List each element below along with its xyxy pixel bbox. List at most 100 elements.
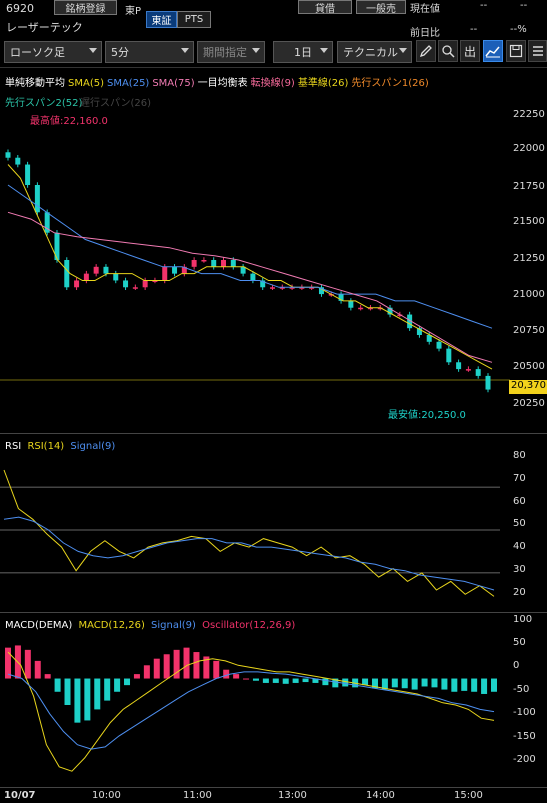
candle-body bbox=[103, 266, 109, 274]
candle-body bbox=[338, 294, 344, 301]
candle-body bbox=[299, 287, 305, 289]
candle-body bbox=[54, 232, 60, 260]
high-label: 最高値:22,160.0 bbox=[30, 116, 108, 127]
period-select[interactable]: 期間指定 bbox=[197, 41, 265, 63]
main-axis-label: 20750 bbox=[513, 325, 545, 336]
legend-item: 単純移動平均 bbox=[5, 78, 65, 89]
legend-item: SMA(75) bbox=[152, 78, 195, 89]
oscillator-bar bbox=[64, 678, 71, 705]
chevron-down-icon bbox=[252, 48, 260, 53]
main-chart-area[interactable] bbox=[0, 67, 547, 409]
pen-icon[interactable] bbox=[416, 40, 436, 62]
legend-span2: 先行スパン2(52) bbox=[5, 98, 83, 109]
rsi-panel[interactable] bbox=[0, 433, 547, 610]
chevron-down-icon bbox=[320, 48, 328, 53]
rsi-chart bbox=[0, 469, 500, 597]
days-value: 1日 bbox=[294, 46, 312, 59]
rsi-axis-label: 20 bbox=[513, 587, 526, 598]
candle-body bbox=[367, 307, 373, 310]
chevron-down-icon bbox=[181, 48, 189, 53]
candle-body bbox=[25, 164, 31, 185]
oscillator-bar bbox=[491, 678, 497, 692]
legend-item: 先行スパン1(26) bbox=[351, 78, 429, 89]
oscillator-bar bbox=[143, 665, 150, 679]
save-icon[interactable] bbox=[506, 40, 526, 62]
candle-body bbox=[74, 280, 80, 288]
current-price-label: 現在値 bbox=[410, 4, 440, 15]
oscillator-bar bbox=[183, 647, 190, 679]
current-price-extra: -- bbox=[520, 0, 528, 11]
oscillator-bar bbox=[411, 678, 418, 690]
macd-chart bbox=[5, 645, 497, 772]
lending-button[interactable]: 貸借 bbox=[298, 0, 352, 15]
main-axis-label: 22250 bbox=[513, 109, 545, 120]
zoom-icon[interactable] bbox=[438, 40, 458, 62]
time-label: 13:00 bbox=[278, 790, 307, 801]
tab-tse[interactable]: 東証 bbox=[146, 11, 177, 28]
candle-body bbox=[113, 273, 119, 281]
candle-body bbox=[83, 273, 89, 281]
oscillator-bar bbox=[193, 652, 200, 679]
main-axis-label: 22000 bbox=[513, 143, 545, 154]
register-button[interactable]: 銘柄登録 bbox=[54, 0, 117, 15]
oscillator-bar bbox=[262, 678, 269, 683]
macd-axis-label: 50 bbox=[513, 637, 526, 648]
candle-body bbox=[289, 287, 295, 289]
oscillator-bar bbox=[391, 678, 398, 688]
interval-select[interactable]: 5分 bbox=[105, 41, 194, 63]
oscillator-bar bbox=[431, 678, 438, 688]
candle-body bbox=[34, 185, 40, 213]
candle-body bbox=[260, 280, 266, 288]
candle-body bbox=[397, 314, 403, 317]
rsi-legend: RSI RSI(14) Signal(9) bbox=[5, 441, 118, 452]
chart-icon[interactable] bbox=[483, 40, 503, 62]
oscillator-bar bbox=[163, 654, 170, 679]
period-value: 期間指定 bbox=[203, 46, 247, 59]
main-axis-label: 21250 bbox=[513, 253, 545, 264]
candle-body bbox=[475, 369, 481, 376]
candle-body bbox=[407, 314, 413, 329]
candle-body bbox=[426, 335, 432, 342]
technical-button[interactable]: テクニカル bbox=[337, 41, 412, 63]
chart-type-value: ローソク足 bbox=[10, 46, 65, 59]
candle-body bbox=[318, 287, 324, 295]
rsi-axis-label: 80 bbox=[513, 450, 526, 461]
macd-axis-label: -100 bbox=[513, 707, 536, 718]
candle-body bbox=[172, 266, 178, 274]
exchange-short: 東P bbox=[125, 6, 142, 17]
oscillator-bar bbox=[342, 678, 349, 687]
time-label: 10:00 bbox=[92, 790, 121, 801]
main-price-chart bbox=[0, 149, 510, 393]
oscillator-bar bbox=[104, 678, 111, 701]
macd-axis-label: -50 bbox=[513, 684, 530, 695]
oscillator-bar bbox=[74, 678, 81, 723]
oscillator-bar bbox=[381, 678, 388, 690]
macd-legend-item: Signal(9) bbox=[151, 620, 196, 631]
oscillator-bar bbox=[34, 660, 41, 679]
oscillator-bar bbox=[24, 649, 31, 679]
sma5-line bbox=[7, 164, 493, 370]
oscillator-bar bbox=[203, 656, 210, 679]
prev-ratio-pct: --% bbox=[510, 24, 527, 35]
time-axis bbox=[0, 787, 547, 803]
days-select[interactable]: 1日 bbox=[273, 41, 333, 63]
main-axis-label: 20250 bbox=[513, 398, 545, 409]
oscillator-bar bbox=[233, 674, 240, 679]
rsi-signal-line bbox=[3, 516, 495, 591]
chart-type-select[interactable]: ローソク足 bbox=[4, 41, 102, 63]
oscillator-bar bbox=[332, 678, 339, 688]
chevron-down-icon bbox=[399, 48, 407, 53]
oscillator-bar bbox=[282, 678, 289, 684]
macd-line bbox=[7, 651, 495, 772]
oscillator-bar bbox=[213, 660, 220, 679]
oscillator-bar bbox=[302, 678, 309, 683]
output-icon[interactable]: 出 bbox=[460, 40, 480, 62]
macd-panel[interactable] bbox=[0, 612, 547, 787]
list-icon[interactable] bbox=[528, 40, 547, 62]
macd-signal-line bbox=[7, 671, 495, 750]
oscillator-bar bbox=[114, 678, 121, 692]
candle-body bbox=[279, 287, 285, 289]
general-sell-button[interactable]: 一般売 bbox=[356, 0, 406, 15]
tab-pts[interactable]: PTS bbox=[177, 11, 211, 28]
oscillator-bar bbox=[243, 678, 250, 680]
